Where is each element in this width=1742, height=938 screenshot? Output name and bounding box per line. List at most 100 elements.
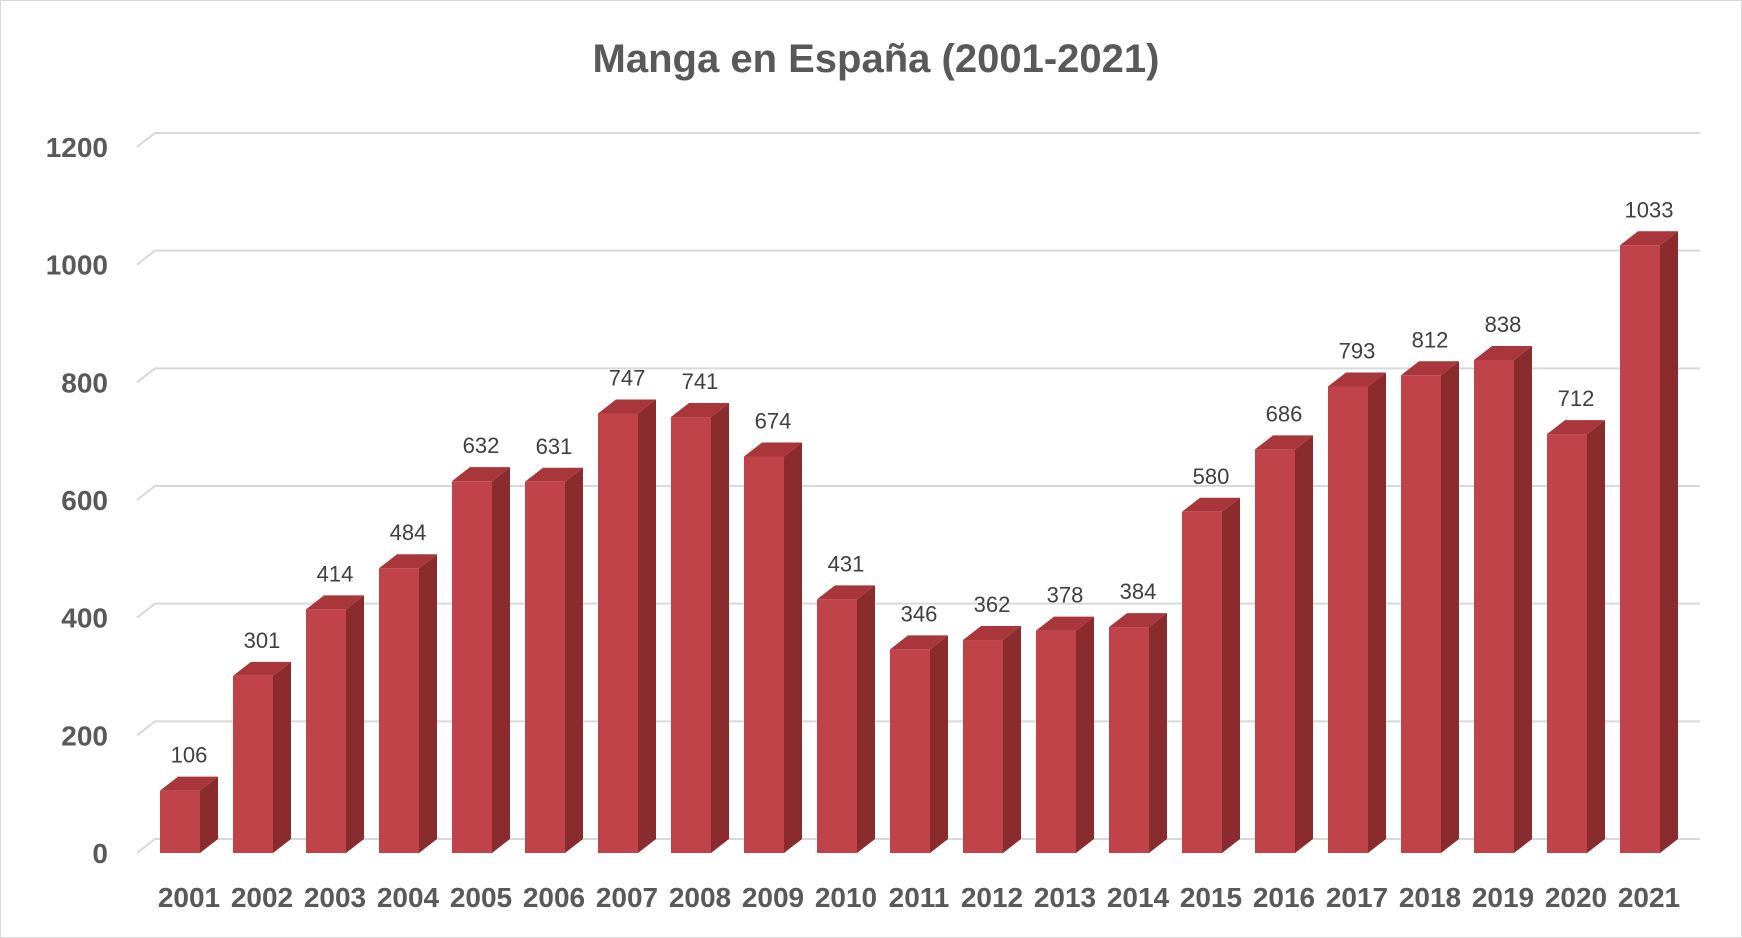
gridline — [136, 132, 1700, 148]
bar — [671, 403, 729, 853]
bar-side — [1441, 361, 1459, 853]
bar-front — [1328, 386, 1368, 853]
bar-side — [1003, 626, 1021, 853]
data-labels: 106 301 414 484 632 631 747 741 674 431 346 362 378 3… — [171, 197, 1674, 767]
x-tick-label: 2013 — [1034, 882, 1096, 913]
x-tick-label: 2017 — [1326, 882, 1388, 913]
bar-front — [817, 599, 857, 853]
bar — [1036, 616, 1094, 853]
bar-front — [525, 481, 565, 853]
data-label: 674 — [755, 408, 792, 433]
bar-side — [200, 776, 218, 853]
data-label: 301 — [244, 628, 281, 653]
bar-front — [233, 675, 273, 853]
data-label: 712 — [1558, 386, 1595, 411]
y-tick-label: 1200 — [46, 132, 108, 163]
bar-side — [1222, 497, 1240, 853]
bar-top — [379, 554, 437, 569]
y-tick-label: 800 — [61, 367, 108, 398]
bar-front — [379, 568, 419, 853]
bar-front — [1036, 630, 1076, 853]
bar — [1109, 613, 1167, 853]
bar-top — [1109, 613, 1167, 628]
bar-top — [160, 776, 218, 791]
bar — [306, 595, 364, 853]
y-axis-ticks: 0 200 400 600 800 1000 1200 — [46, 132, 108, 869]
x-tick-label: 2008 — [669, 882, 731, 913]
bar — [1255, 435, 1313, 853]
bar-front — [1620, 245, 1660, 854]
bar-top — [525, 467, 583, 482]
gridline — [136, 249, 1700, 266]
bar-front — [1474, 359, 1514, 853]
x-tick-label: 2020 — [1545, 882, 1607, 913]
bar-side — [492, 467, 510, 853]
bar-top — [1620, 231, 1678, 246]
bar-front — [306, 609, 346, 853]
bar — [598, 399, 656, 853]
bar-front — [452, 481, 492, 853]
data-label: 484 — [390, 520, 427, 545]
data-label: 1033 — [1625, 197, 1674, 222]
bar-top — [1255, 435, 1313, 450]
data-label: 362 — [974, 592, 1011, 617]
data-label: 812 — [1412, 327, 1449, 352]
bar-side — [784, 442, 802, 853]
bar-front — [1182, 511, 1222, 853]
bar-side — [565, 467, 583, 853]
bar-front — [1255, 449, 1295, 853]
y-tick-label: 200 — [61, 720, 108, 751]
bar-top — [598, 399, 656, 414]
x-tick-label: 2004 — [377, 882, 440, 913]
bar-side — [1587, 420, 1605, 853]
gridline — [136, 367, 1700, 384]
bar — [452, 467, 510, 853]
x-tick-label: 2021 — [1618, 882, 1680, 913]
x-tick-label: 2018 — [1399, 882, 1461, 913]
bar-top — [1036, 616, 1094, 631]
bar-front — [1401, 375, 1441, 853]
x-tick-label: 2015 — [1180, 882, 1242, 913]
bar-top — [817, 585, 875, 600]
bar — [160, 776, 218, 853]
data-label: 632 — [463, 433, 500, 458]
bar-top — [233, 661, 291, 676]
x-tick-label: 2019 — [1472, 882, 1534, 913]
bar-top — [963, 626, 1021, 641]
bar — [1401, 361, 1459, 853]
data-label: 686 — [1266, 401, 1303, 426]
bar-top — [1401, 361, 1459, 376]
bar-front — [598, 413, 638, 853]
x-tick-label: 2003 — [304, 882, 366, 913]
bar-side — [419, 554, 437, 853]
data-label: 580 — [1193, 464, 1230, 489]
bar — [379, 554, 437, 853]
data-label: 793 — [1339, 338, 1376, 363]
data-label: 414 — [317, 561, 354, 586]
data-label: 378 — [1047, 583, 1084, 608]
data-label: 106 — [171, 743, 208, 768]
bar — [1328, 372, 1386, 853]
data-label: 431 — [828, 551, 865, 576]
x-tick-label: 2001 — [158, 882, 220, 913]
bar — [963, 626, 1021, 853]
bar-side — [930, 635, 948, 853]
bar — [1182, 497, 1240, 853]
x-tick-label: 2005 — [450, 882, 512, 913]
bar-front — [963, 640, 1003, 853]
data-label: 747 — [609, 366, 646, 391]
bar-side — [346, 595, 364, 853]
bar-side — [857, 585, 875, 853]
bar-top — [306, 595, 364, 610]
x-tick-label: 2010 — [815, 882, 877, 913]
bar-front — [744, 456, 784, 853]
bar-top — [1547, 420, 1605, 435]
x-tick-label: 2007 — [596, 882, 658, 913]
bar-top — [1328, 372, 1386, 387]
bar-side — [1076, 616, 1094, 853]
bar-side — [273, 661, 291, 853]
x-tick-label: 2012 — [961, 882, 1023, 913]
bar-front — [1547, 434, 1587, 853]
bar-top — [1474, 345, 1532, 360]
